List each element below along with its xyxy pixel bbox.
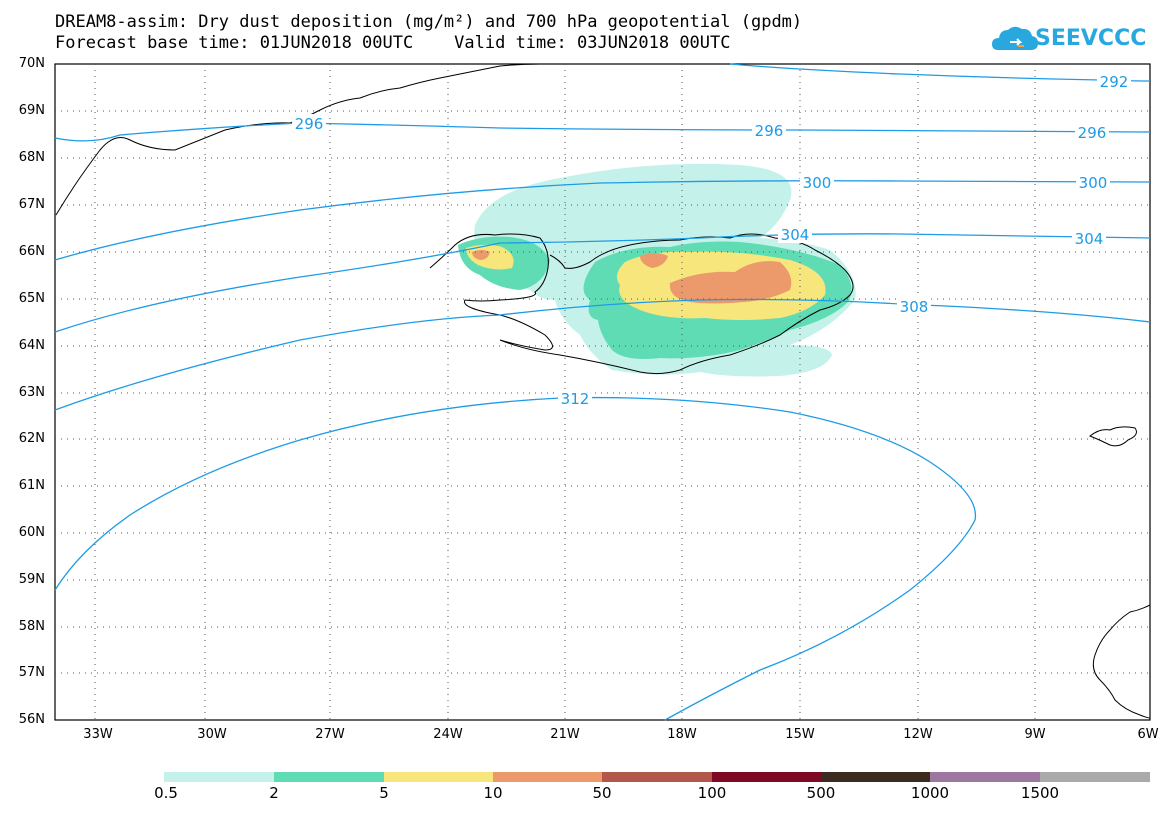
- contour-label: 300: [1079, 174, 1108, 192]
- contour-300: [54, 180, 1151, 261]
- lat-label: 59N: [18, 572, 45, 587]
- lat-label: 60N: [18, 525, 45, 540]
- map-subtitle: Forecast base time: 01JUN2018 00UTC Vali…: [55, 33, 731, 53]
- lat-label: 65N: [18, 291, 45, 306]
- lon-label: 12W: [903, 727, 933, 742]
- graticule: [55, 64, 1150, 720]
- lat-label: 67N: [18, 197, 45, 212]
- geopotential-contours: [54, 63, 1151, 721]
- colorbar-label: 5: [379, 784, 389, 802]
- dust-area-10c: [472, 250, 490, 260]
- faroe-islands: [1089, 426, 1137, 447]
- colorbar-label: 10: [483, 784, 503, 802]
- contour-label: 304: [781, 226, 810, 244]
- contour-label: 308: [900, 298, 929, 316]
- colorbar-swatch: [493, 772, 602, 782]
- contour-296: [54, 122, 1151, 142]
- colorbar-label: 1000: [910, 784, 950, 802]
- lat-label: 58N: [18, 619, 45, 634]
- lat-label: 69N: [18, 103, 45, 118]
- colorbar-swatch: [602, 772, 712, 782]
- contour-292: [729, 63, 1151, 82]
- iceland-coast: [429, 233, 854, 375]
- lon-label: 33W: [83, 727, 113, 742]
- contour-label: 296: [1078, 124, 1107, 142]
- cloud-logo-icon: [992, 26, 1038, 50]
- colorbar-swatch: [821, 772, 930, 782]
- dust-area-10: [669, 261, 792, 304]
- contour-label: 296: [755, 122, 784, 140]
- contour-304: [54, 233, 1151, 333]
- colorbar-swatch: [930, 772, 1040, 782]
- colorbar-label: 50: [592, 784, 612, 802]
- colorbar-label: 0.5: [154, 784, 178, 802]
- contour-label: 304: [1075, 230, 1104, 248]
- contour-label-boxes: [292, 72, 1131, 407]
- lat-label: 70N: [18, 56, 45, 71]
- lat-label: 63N: [18, 385, 45, 400]
- lat-label: 57N: [18, 665, 45, 680]
- colorbar-swatch: [274, 772, 384, 782]
- lon-label: 27W: [315, 727, 345, 742]
- lon-label: 15W: [785, 727, 815, 742]
- contour-label: 300: [803, 174, 832, 192]
- lon-label: 9W: [1024, 727, 1046, 742]
- lat-label: 66N: [18, 244, 45, 259]
- lat-label: 62N: [18, 431, 45, 446]
- lon-label: 6W: [1137, 727, 1159, 742]
- lon-label: 30W: [197, 727, 227, 742]
- contour-label: 296: [295, 115, 324, 133]
- colorbar-label: 1500: [1020, 784, 1060, 802]
- lat-label: 68N: [18, 150, 45, 165]
- contour-308: [54, 298, 1151, 411]
- lat-label: 61N: [18, 478, 45, 493]
- logo-text: SEEVCCC: [1035, 26, 1147, 51]
- contour-labels: 292 296 296 296 300 300 304 304 308 312: [295, 73, 1129, 408]
- coastlines: [55, 63, 1151, 719]
- dust-area-10b: [640, 253, 668, 268]
- lon-label: 24W: [433, 727, 463, 742]
- colorbar-label: 500: [806, 784, 836, 802]
- colorbar-swatch: [712, 772, 821, 782]
- lat-label: 64N: [18, 338, 45, 353]
- lon-label: 18W: [667, 727, 697, 742]
- colorbar-swatch: [1040, 772, 1150, 782]
- colorbar-label: 100: [697, 784, 727, 802]
- contour-label: 292: [1100, 73, 1129, 91]
- lat-label: 56N: [18, 712, 45, 727]
- colorbar-label: 2: [269, 784, 279, 802]
- contour-label: 312: [561, 390, 590, 408]
- map-title: DREAM8-assim: Dry dust deposition (mg/m²…: [55, 12, 803, 32]
- map-frame: [54, 63, 1151, 721]
- lon-label: 21W: [550, 727, 580, 742]
- colorbar-swatch: [384, 772, 493, 782]
- colorbar-swatch: [164, 772, 274, 782]
- colorbar: [164, 772, 1150, 782]
- contour-312: [54, 396, 977, 721]
- scotland-coast: [1092, 604, 1151, 719]
